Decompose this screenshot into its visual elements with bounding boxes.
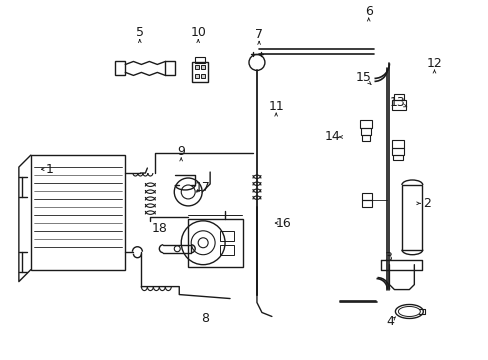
Text: 7: 7 [255,28,263,41]
Text: 17: 17 [195,181,211,194]
Text: 16: 16 [275,216,291,230]
Bar [392,100,406,110]
Text: 8: 8 [201,311,209,325]
Bar [165,62,175,75]
Text: 10: 10 [190,27,206,40]
Bar [393,155,403,160]
Bar [361,200,371,207]
Text: 14: 14 [324,130,339,144]
Bar [394,94,404,100]
Bar [115,62,125,75]
Bar [220,245,234,255]
Text: 4: 4 [386,315,394,328]
Bar [201,75,205,78]
Bar [402,185,422,250]
Text: 6: 6 [364,5,372,18]
Bar [392,148,404,155]
Text: 2: 2 [423,197,430,210]
Bar [195,75,199,78]
Bar [361,193,371,200]
Bar [201,66,205,69]
Bar [188,219,243,267]
Text: 5: 5 [136,27,143,40]
Bar [392,140,404,148]
Text: 18: 18 [151,222,167,235]
Text: 11: 11 [268,100,284,113]
Text: 3: 3 [384,251,391,264]
Bar [359,120,371,128]
Bar [195,66,199,69]
Bar [360,128,370,135]
Text: 12: 12 [426,57,442,70]
Text: 9: 9 [177,145,185,158]
Bar [195,58,205,63]
Bar [220,231,234,241]
Bar [361,135,369,141]
Text: 15: 15 [355,71,371,84]
Text: 13: 13 [389,96,405,109]
Text: 1: 1 [45,163,54,176]
Bar [192,62,208,82]
